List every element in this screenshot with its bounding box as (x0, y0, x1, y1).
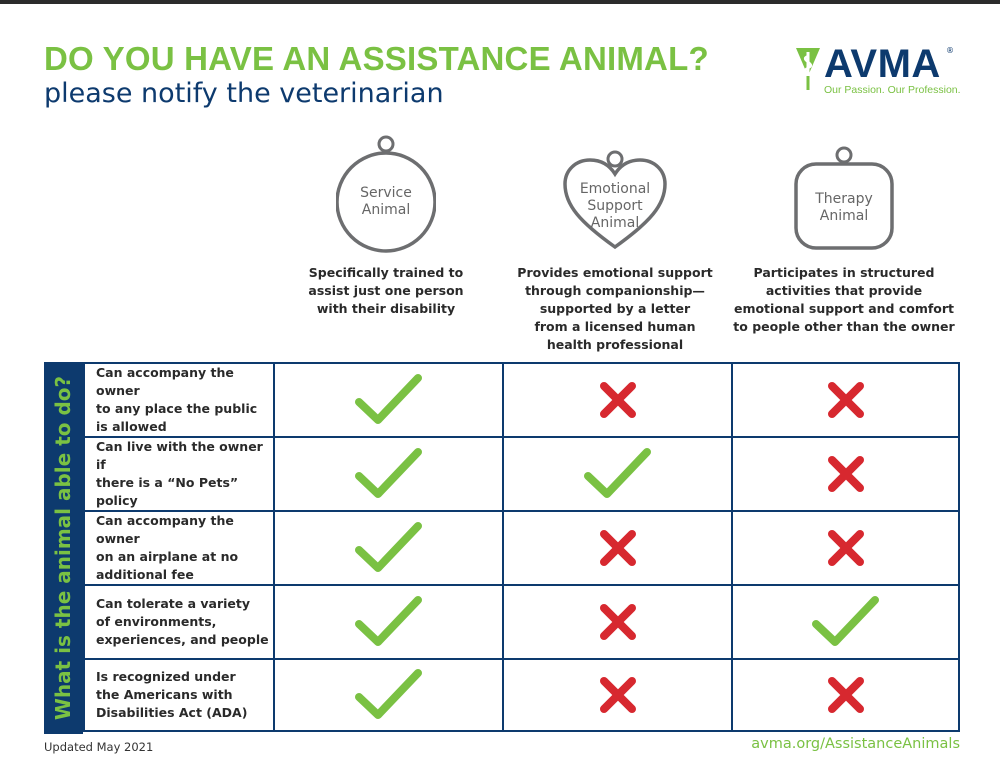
table-row: Can accompany the owner on an airplane a… (83, 510, 960, 584)
check-icon (354, 448, 422, 498)
table-row: Can tolerate a variety of environments, … (83, 584, 960, 658)
answer-no-cell (502, 362, 731, 436)
logo-wordmark: AVMA (824, 42, 941, 86)
check-icon (354, 669, 422, 719)
assistance-animals-link[interactable]: avma.org/AssistanceAnimals (751, 736, 960, 752)
table-row: Can accompany the owner to any place the… (83, 362, 960, 436)
answer-yes-cell (273, 436, 502, 510)
therapy-animal-description: Participates in structured activities th… (733, 265, 955, 334)
answer-no-cell (731, 658, 960, 732)
answer-yes-cell (273, 584, 502, 658)
row-question: Is recognized under the Americans with D… (96, 669, 248, 720)
avma-logo: AVMA ® Our Passion. Our Profession. (794, 42, 961, 96)
check-icon (354, 374, 422, 424)
cross-icon (599, 604, 636, 640)
answer-yes-cell (273, 362, 502, 436)
updated-date: Updated May 2021 (44, 740, 154, 754)
service-animal-tag-icon (336, 135, 436, 253)
answer-no-cell (502, 658, 731, 732)
check-icon (354, 596, 422, 646)
table-sidebar (44, 362, 83, 734)
row-question: Can accompany the owner on an airplane a… (96, 513, 239, 582)
answer-yes-cell (502, 436, 731, 510)
answer-no-cell (731, 436, 960, 510)
logo-tagline: Our Passion. Our Profession. (824, 84, 961, 96)
therapy-animal-label: Therapy Animal (815, 191, 873, 224)
cross-icon (827, 677, 864, 713)
answer-yes-cell (273, 510, 502, 584)
answer-no-cell (502, 584, 731, 658)
sidebar-label: What is the animal able to do? (51, 375, 75, 721)
therapy-animal-tag-icon (794, 146, 894, 250)
table-row: Can live with the owner if there is a “N… (83, 436, 960, 510)
cross-icon (827, 456, 864, 492)
cross-icon (599, 530, 636, 566)
registered-mark: ® (946, 46, 954, 55)
service-animal-description: Specifically trained to assist just one … (308, 265, 464, 316)
check-icon (811, 596, 879, 646)
answer-no-cell (731, 510, 960, 584)
answer-yes-cell (273, 658, 502, 732)
table-row: Is recognized under the Americans with D… (83, 658, 960, 732)
emotional-support-heart-tag-icon (563, 150, 667, 250)
cross-icon (827, 530, 864, 566)
answer-no-cell (502, 510, 731, 584)
row-question: Can live with the owner if there is a “N… (96, 439, 263, 508)
comparison-table: Can accompany the owner to any place the… (83, 362, 960, 734)
top-border (0, 0, 1000, 4)
page-subtitle: please notify the veterinarian (44, 78, 444, 109)
page-title: DO YOU HAVE AN ASSISTANCE ANIMAL? (44, 40, 709, 77)
emotional-support-description: Provides emotional support through compa… (517, 265, 713, 352)
service-animal-label: Service Animal (360, 185, 412, 218)
row-question: Can tolerate a variety of environments, … (96, 596, 269, 647)
answer-no-cell (731, 362, 960, 436)
emotional-support-label: Emotional Support Animal (579, 181, 651, 231)
cross-icon (827, 382, 864, 418)
cross-icon (599, 382, 636, 418)
cross-icon (599, 677, 636, 713)
caduceus-icon (796, 48, 820, 90)
answer-yes-cell (731, 584, 960, 658)
check-icon (354, 522, 422, 572)
row-question: Can accompany the owner to any place the… (96, 365, 258, 434)
check-icon (583, 448, 651, 498)
